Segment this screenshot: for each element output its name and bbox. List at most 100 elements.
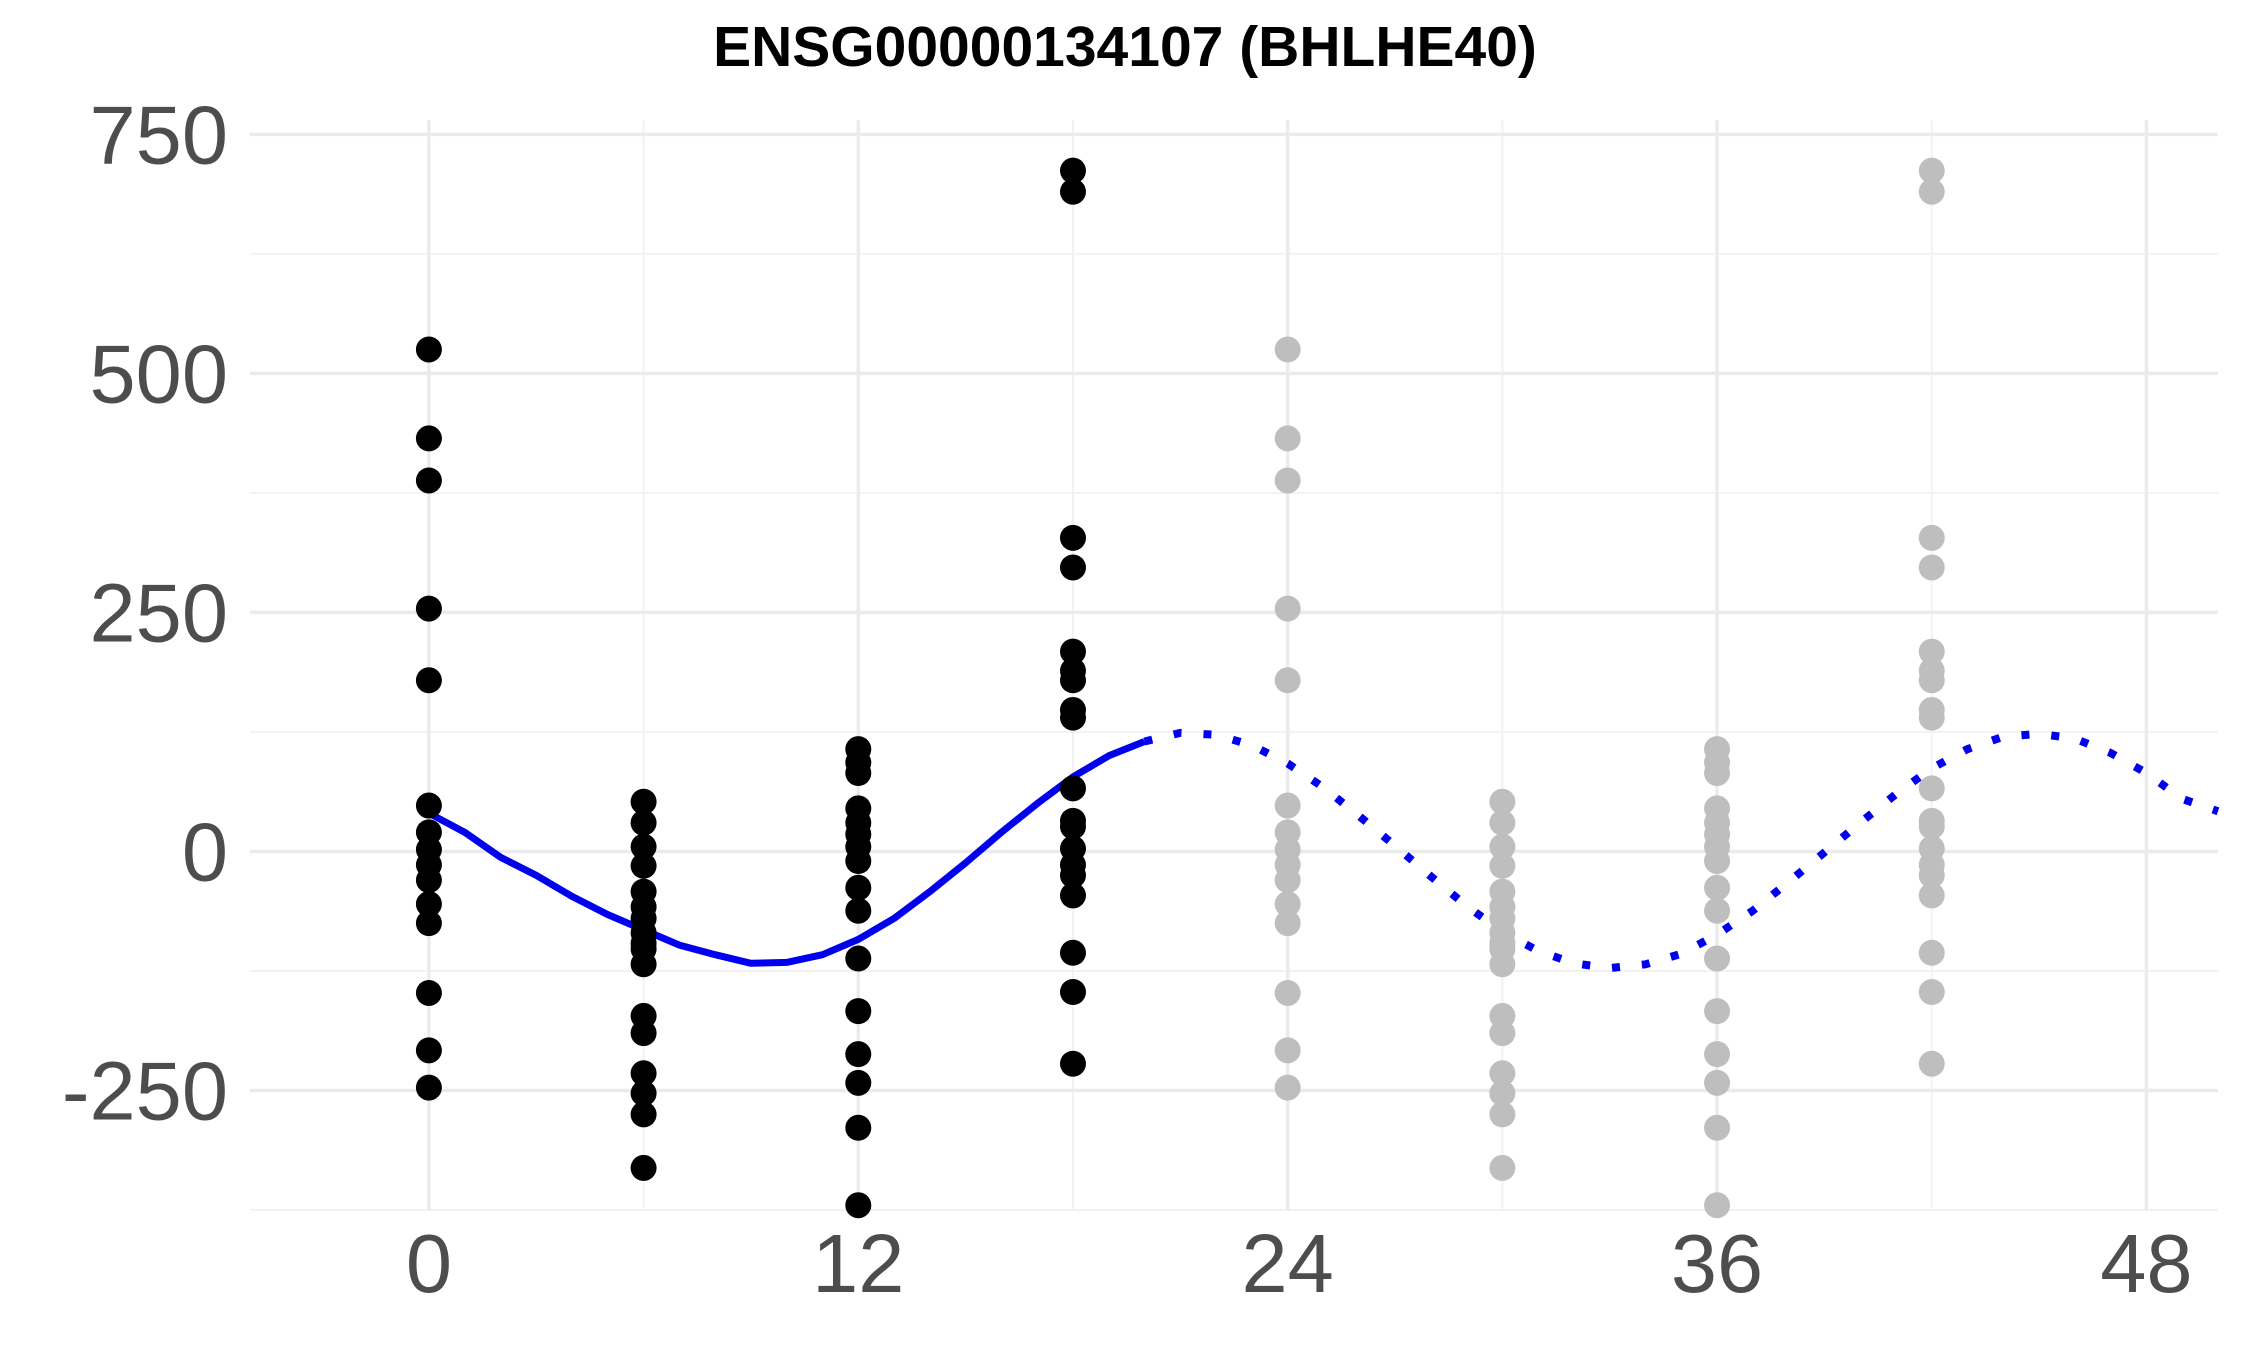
data-point	[1059, 554, 1086, 581]
data-point	[845, 945, 872, 972]
repeated-point	[1489, 1060, 1516, 1087]
data-point	[630, 788, 657, 815]
repeated-point	[1918, 157, 1945, 184]
repeated-point	[1489, 1101, 1516, 1128]
repeated-point	[1489, 788, 1516, 815]
x-tick-label: 12	[812, 1217, 904, 1310]
data-point	[630, 1154, 657, 1181]
repeated-point	[1489, 951, 1516, 978]
data-point	[630, 1020, 657, 1047]
data-point	[1059, 939, 1086, 966]
repeated-point	[1918, 979, 1945, 1005]
repeated-point	[1274, 979, 1301, 1006]
data-point	[415, 979, 442, 1006]
y-tick-label: -250	[62, 1044, 228, 1137]
repeated-point	[1704, 1192, 1731, 1219]
data-point	[1059, 862, 1086, 889]
repeated-point	[1274, 1037, 1301, 1064]
x-tick-label: 0	[406, 1217, 452, 1310]
repeated-point	[1918, 554, 1945, 581]
repeated-point	[1274, 1074, 1301, 1101]
repeated-point	[1489, 1080, 1516, 1107]
repeated-point	[1274, 867, 1301, 894]
data-point	[415, 1074, 442, 1101]
repeated-point	[1274, 425, 1301, 452]
repeated-point	[1489, 1154, 1516, 1181]
data-point	[415, 792, 442, 819]
data-point	[415, 467, 442, 494]
repeated-point	[1274, 467, 1301, 494]
repeated-point	[1489, 833, 1516, 860]
data-point	[845, 897, 872, 924]
data-point	[415, 891, 442, 918]
data-point	[415, 1037, 442, 1064]
repeated-point	[1274, 891, 1301, 918]
repeated-point	[1704, 760, 1731, 787]
repeated-point	[1918, 882, 1945, 909]
repeated-point	[1274, 910, 1301, 937]
data-point	[845, 1041, 872, 1068]
data-point	[630, 1060, 657, 1087]
x-tick-label: 36	[1671, 1217, 1763, 1310]
data-point	[845, 998, 872, 1025]
fit-line-layer	[427, 728, 2220, 973]
y-tick-label: 250	[90, 566, 228, 659]
repeated-point	[1704, 1114, 1731, 1141]
data-point	[845, 848, 872, 875]
data-point	[845, 760, 872, 787]
data-point	[415, 425, 442, 452]
tick-label-layer: -250 0 250 500 750 0 12 24 36 48	[62, 88, 2193, 1310]
data-point	[630, 852, 657, 879]
repeated-point	[1918, 939, 1945, 966]
data-point	[1059, 178, 1086, 205]
repeated-point	[1918, 862, 1945, 889]
repeated-point	[1489, 852, 1516, 879]
repeated-point	[1274, 336, 1301, 363]
data-point	[845, 1069, 872, 1096]
repeated-point	[1918, 524, 1945, 551]
repeated-point	[1918, 638, 1945, 665]
chart-title: ENSG00000134107 (BHLHE40)	[713, 15, 1537, 79]
data-point	[415, 867, 442, 894]
data-point	[1059, 813, 1086, 840]
data-point	[845, 1114, 872, 1141]
data-point	[630, 1101, 657, 1128]
fit-line-solid	[427, 738, 1146, 967]
x-tick-label: 24	[1242, 1217, 1334, 1310]
point-layer	[415, 157, 1945, 1219]
repeated-point	[1918, 667, 1945, 694]
data-point	[1059, 882, 1086, 909]
repeated-point	[1704, 1069, 1731, 1096]
data-point	[1059, 704, 1086, 731]
repeated-point	[1274, 595, 1301, 622]
x-tick-label: 48	[2100, 1217, 2192, 1310]
y-tick-label: 750	[90, 88, 228, 181]
repeated-point	[1918, 704, 1945, 731]
data-point	[1059, 524, 1086, 551]
data-point	[415, 910, 442, 937]
data-point	[1059, 667, 1086, 694]
data-point	[845, 1192, 872, 1219]
repeated-point	[1489, 809, 1516, 836]
data-point	[630, 1080, 657, 1107]
repeated-point	[1918, 1050, 1945, 1077]
repeated-point	[1489, 1020, 1516, 1047]
data-point	[630, 951, 657, 978]
repeated-point	[1274, 792, 1301, 819]
data-point	[1059, 775, 1086, 802]
data-point	[415, 595, 442, 622]
data-point	[1059, 979, 1086, 1005]
data-point	[415, 336, 442, 363]
repeated-point	[1704, 945, 1731, 972]
data-point	[630, 809, 657, 836]
grid-layer	[250, 120, 2218, 1211]
repeated-point	[1704, 874, 1731, 901]
data-point	[845, 874, 872, 901]
repeated-point	[1704, 998, 1731, 1025]
data-point	[1059, 1050, 1086, 1077]
repeated-point	[1918, 775, 1945, 802]
data-point	[630, 833, 657, 860]
data-point	[1059, 157, 1086, 184]
y-tick-label: 500	[90, 327, 228, 420]
